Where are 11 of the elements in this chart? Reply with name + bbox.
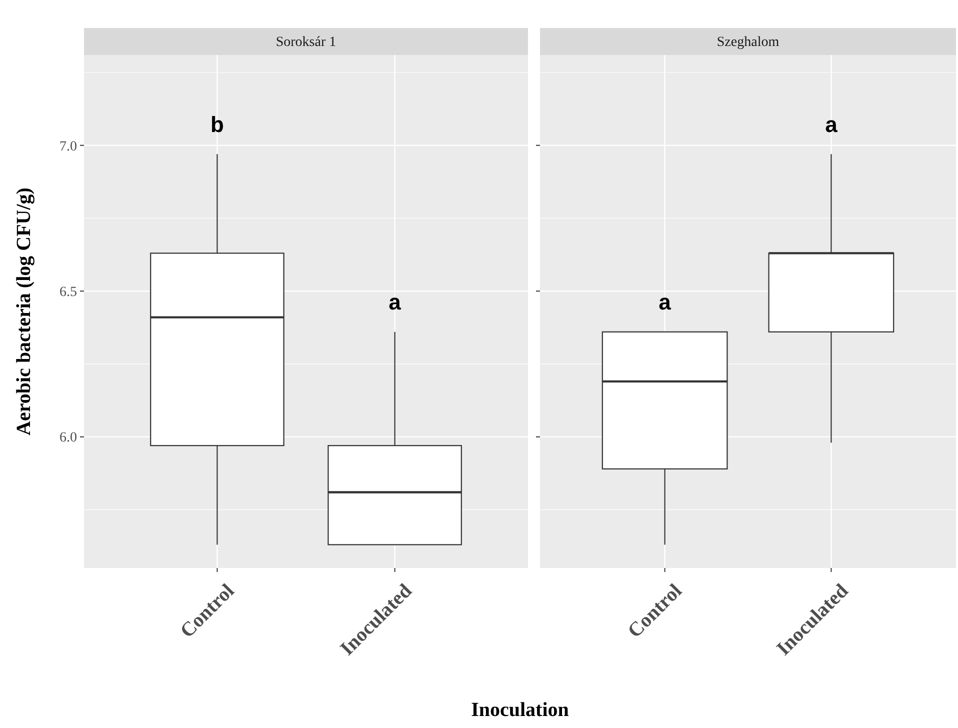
chart-title: Soroksár 1 — [276, 35, 336, 50]
y-tick-label: 6.5 — [60, 284, 77, 300]
y-axis-title: Aerobic bacteria (log CFU/g) — [13, 188, 35, 436]
annotation: b — [210, 112, 224, 137]
y-tick-label: 6.0 — [60, 430, 77, 446]
annotation: a — [658, 290, 672, 315]
chart-title: Szeghalom — [716, 35, 780, 50]
annotation: a — [825, 112, 838, 137]
annotation: a — [388, 290, 402, 315]
y-tick-label: 7.0 — [60, 139, 77, 154]
x-axis-title: Inoculation — [471, 699, 569, 721]
